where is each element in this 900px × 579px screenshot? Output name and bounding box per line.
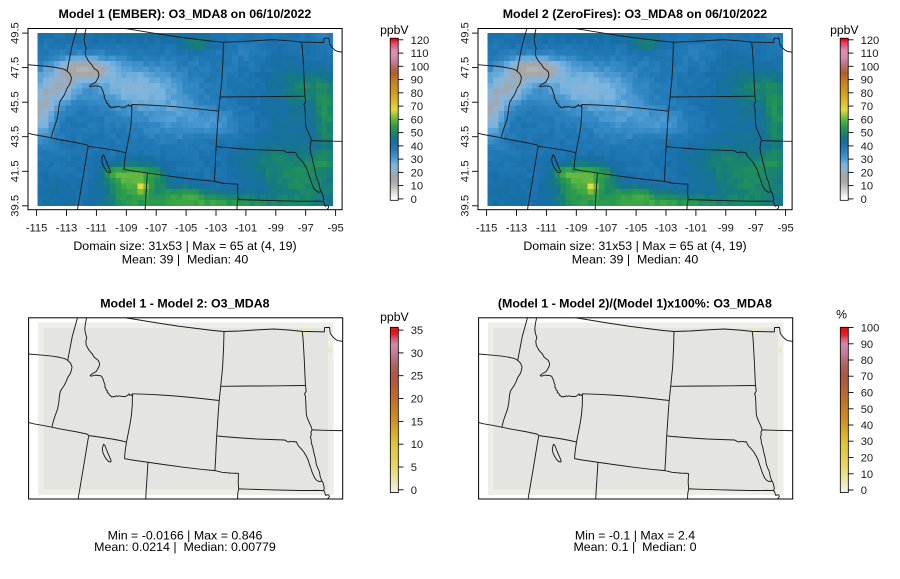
svg-text:20: 20 [861, 453, 873, 465]
svg-text:-109: -109 [565, 222, 587, 234]
svg-text:70: 70 [861, 101, 873, 113]
svg-text:(Model 1 - Model 2)/(Model 1)x: (Model 1 - Model 2)/(Model 1)x100%: O3_M… [498, 297, 772, 311]
svg-text:-101: -101 [235, 222, 257, 234]
svg-text:30: 30 [411, 154, 423, 166]
svg-text:30: 30 [861, 436, 873, 448]
svg-text:120: 120 [411, 35, 430, 47]
svg-text:43.5: 43.5 [460, 126, 472, 148]
svg-text:20: 20 [411, 394, 423, 406]
svg-text:45.5: 45.5 [460, 91, 472, 113]
svg-text:-101: -101 [685, 222, 707, 234]
svg-text:60: 60 [861, 114, 873, 126]
svg-text:Model 2 (ZeroFires): O3_MDA8 o: Model 2 (ZeroFires): O3_MDA8 on 06/10/20… [503, 7, 768, 21]
svg-text:-99: -99 [718, 222, 734, 234]
svg-text:110: 110 [411, 48, 429, 60]
svg-text:Mean: 39 | Median: 40: Mean: 39 | Median: 40 [572, 253, 699, 267]
svg-text:50: 50 [411, 128, 423, 140]
svg-text:40: 40 [861, 141, 873, 153]
svg-text:49.5: 49.5 [460, 22, 472, 44]
svg-text:45.5: 45.5 [10, 91, 22, 113]
svg-text:40: 40 [411, 141, 423, 153]
svg-text:10: 10 [411, 439, 423, 451]
svg-text:Mean: 0.0214 | Median: 0.0077: Mean: 0.0214 | Median: 0.00779 [94, 540, 276, 554]
svg-text:Domain size: 31x53 | Max = 65: Domain size: 31x53 | Max = 65 at (4, 19) [523, 239, 746, 253]
svg-text:%: % [836, 308, 847, 322]
svg-text:15: 15 [411, 416, 423, 428]
svg-text:-103: -103 [655, 222, 677, 234]
svg-text:0: 0 [861, 194, 867, 206]
svg-text:10: 10 [861, 181, 873, 193]
svg-text:10: 10 [861, 469, 873, 481]
svg-text:Min = -0.1 | Max = 2.4: Min = -0.1 | Max = 2.4 [575, 528, 695, 542]
svg-text:47.5: 47.5 [460, 57, 472, 79]
svg-text:49.5: 49.5 [10, 22, 22, 44]
svg-text:-99: -99 [268, 222, 284, 234]
svg-text:50: 50 [861, 128, 873, 140]
svg-text:100: 100 [861, 323, 880, 335]
svg-text:30: 30 [411, 348, 423, 360]
svg-text:-111: -111 [86, 222, 107, 234]
svg-text:-109: -109 [115, 222, 137, 234]
svg-text:110: 110 [861, 48, 879, 60]
svg-text:80: 80 [861, 355, 873, 367]
svg-text:-107: -107 [595, 222, 617, 234]
svg-text:Mean: 39 | Median: 40: Mean: 39 | Median: 40 [122, 253, 249, 267]
svg-text:0: 0 [861, 485, 867, 497]
svg-text:Domain size: 31x53 | Max = 65: Domain size: 31x53 | Max = 65 at (4, 19) [73, 239, 296, 253]
svg-text:100: 100 [411, 61, 430, 73]
svg-text:70: 70 [861, 371, 873, 383]
svg-text:50: 50 [861, 404, 873, 416]
svg-text:39.5: 39.5 [10, 195, 22, 217]
svg-text:5: 5 [411, 462, 417, 474]
svg-text:41.5: 41.5 [10, 160, 22, 182]
svg-text:-113: -113 [56, 222, 78, 234]
svg-text:-115: -115 [26, 222, 48, 234]
svg-text:Model 1 (EMBER): O3_MDA8 on 06: Model 1 (EMBER): O3_MDA8 on 06/10/2022 [59, 7, 312, 21]
svg-text:25: 25 [411, 371, 423, 383]
svg-text:0: 0 [411, 194, 417, 206]
svg-text:-95: -95 [328, 222, 344, 234]
svg-text:80: 80 [411, 88, 423, 100]
svg-text:10: 10 [411, 181, 423, 193]
svg-text:20: 20 [411, 167, 423, 179]
svg-text:20: 20 [861, 167, 873, 179]
svg-text:0: 0 [411, 485, 417, 497]
svg-text:47.5: 47.5 [10, 57, 22, 79]
svg-text:ppbV: ppbV [380, 310, 409, 324]
svg-text:-103: -103 [205, 222, 227, 234]
svg-text:ppbV: ppbV [380, 23, 409, 37]
svg-text:70: 70 [411, 101, 423, 113]
svg-text:-97: -97 [298, 222, 314, 234]
svg-text:30: 30 [861, 154, 873, 166]
svg-text:40: 40 [861, 420, 873, 432]
svg-text:-105: -105 [625, 222, 647, 234]
svg-text:60: 60 [861, 388, 873, 400]
svg-text:35: 35 [411, 325, 423, 337]
svg-text:-105: -105 [175, 222, 197, 234]
svg-text:120: 120 [861, 35, 880, 47]
svg-text:-115: -115 [476, 222, 498, 234]
svg-text:-97: -97 [748, 222, 764, 234]
svg-text:-111: -111 [536, 222, 557, 234]
svg-text:80: 80 [861, 88, 873, 100]
svg-text:Mean: 0.1 | Median: 0: Mean: 0.1 | Median: 0 [573, 540, 696, 554]
svg-text:Min = -0.0166 | Max = 0.846: Min = -0.0166 | Max = 0.846 [108, 528, 263, 542]
svg-text:100: 100 [861, 61, 880, 73]
svg-text:39.5: 39.5 [460, 195, 472, 217]
svg-text:Model 1 - Model 2: O3_MDA8: Model 1 - Model 2: O3_MDA8 [100, 297, 269, 311]
svg-text:90: 90 [411, 75, 423, 87]
svg-text:-95: -95 [778, 222, 794, 234]
svg-text:90: 90 [861, 339, 873, 351]
svg-text:-113: -113 [506, 222, 528, 234]
svg-text:ppbV: ppbV [830, 23, 859, 37]
svg-text:41.5: 41.5 [460, 160, 472, 182]
svg-text:90: 90 [861, 75, 873, 87]
svg-text:60: 60 [411, 114, 423, 126]
svg-text:43.5: 43.5 [10, 126, 22, 148]
svg-text:-107: -107 [145, 222, 167, 234]
